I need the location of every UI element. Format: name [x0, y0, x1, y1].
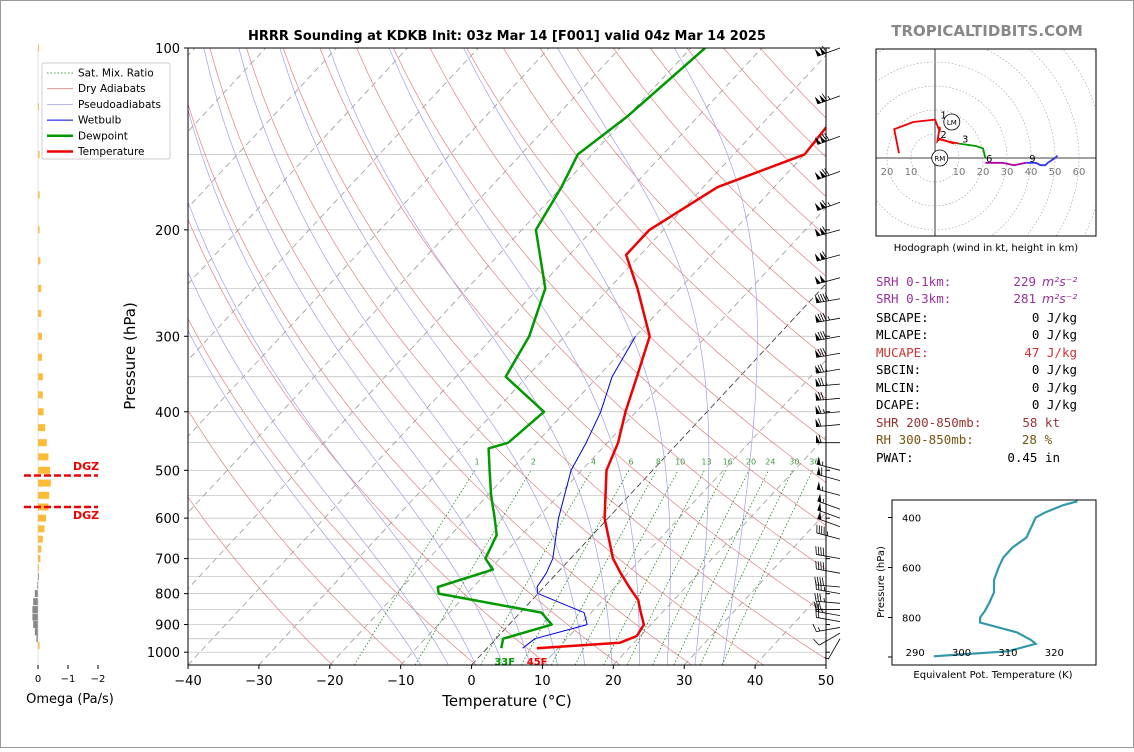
figure-frame [0, 0, 1134, 748]
